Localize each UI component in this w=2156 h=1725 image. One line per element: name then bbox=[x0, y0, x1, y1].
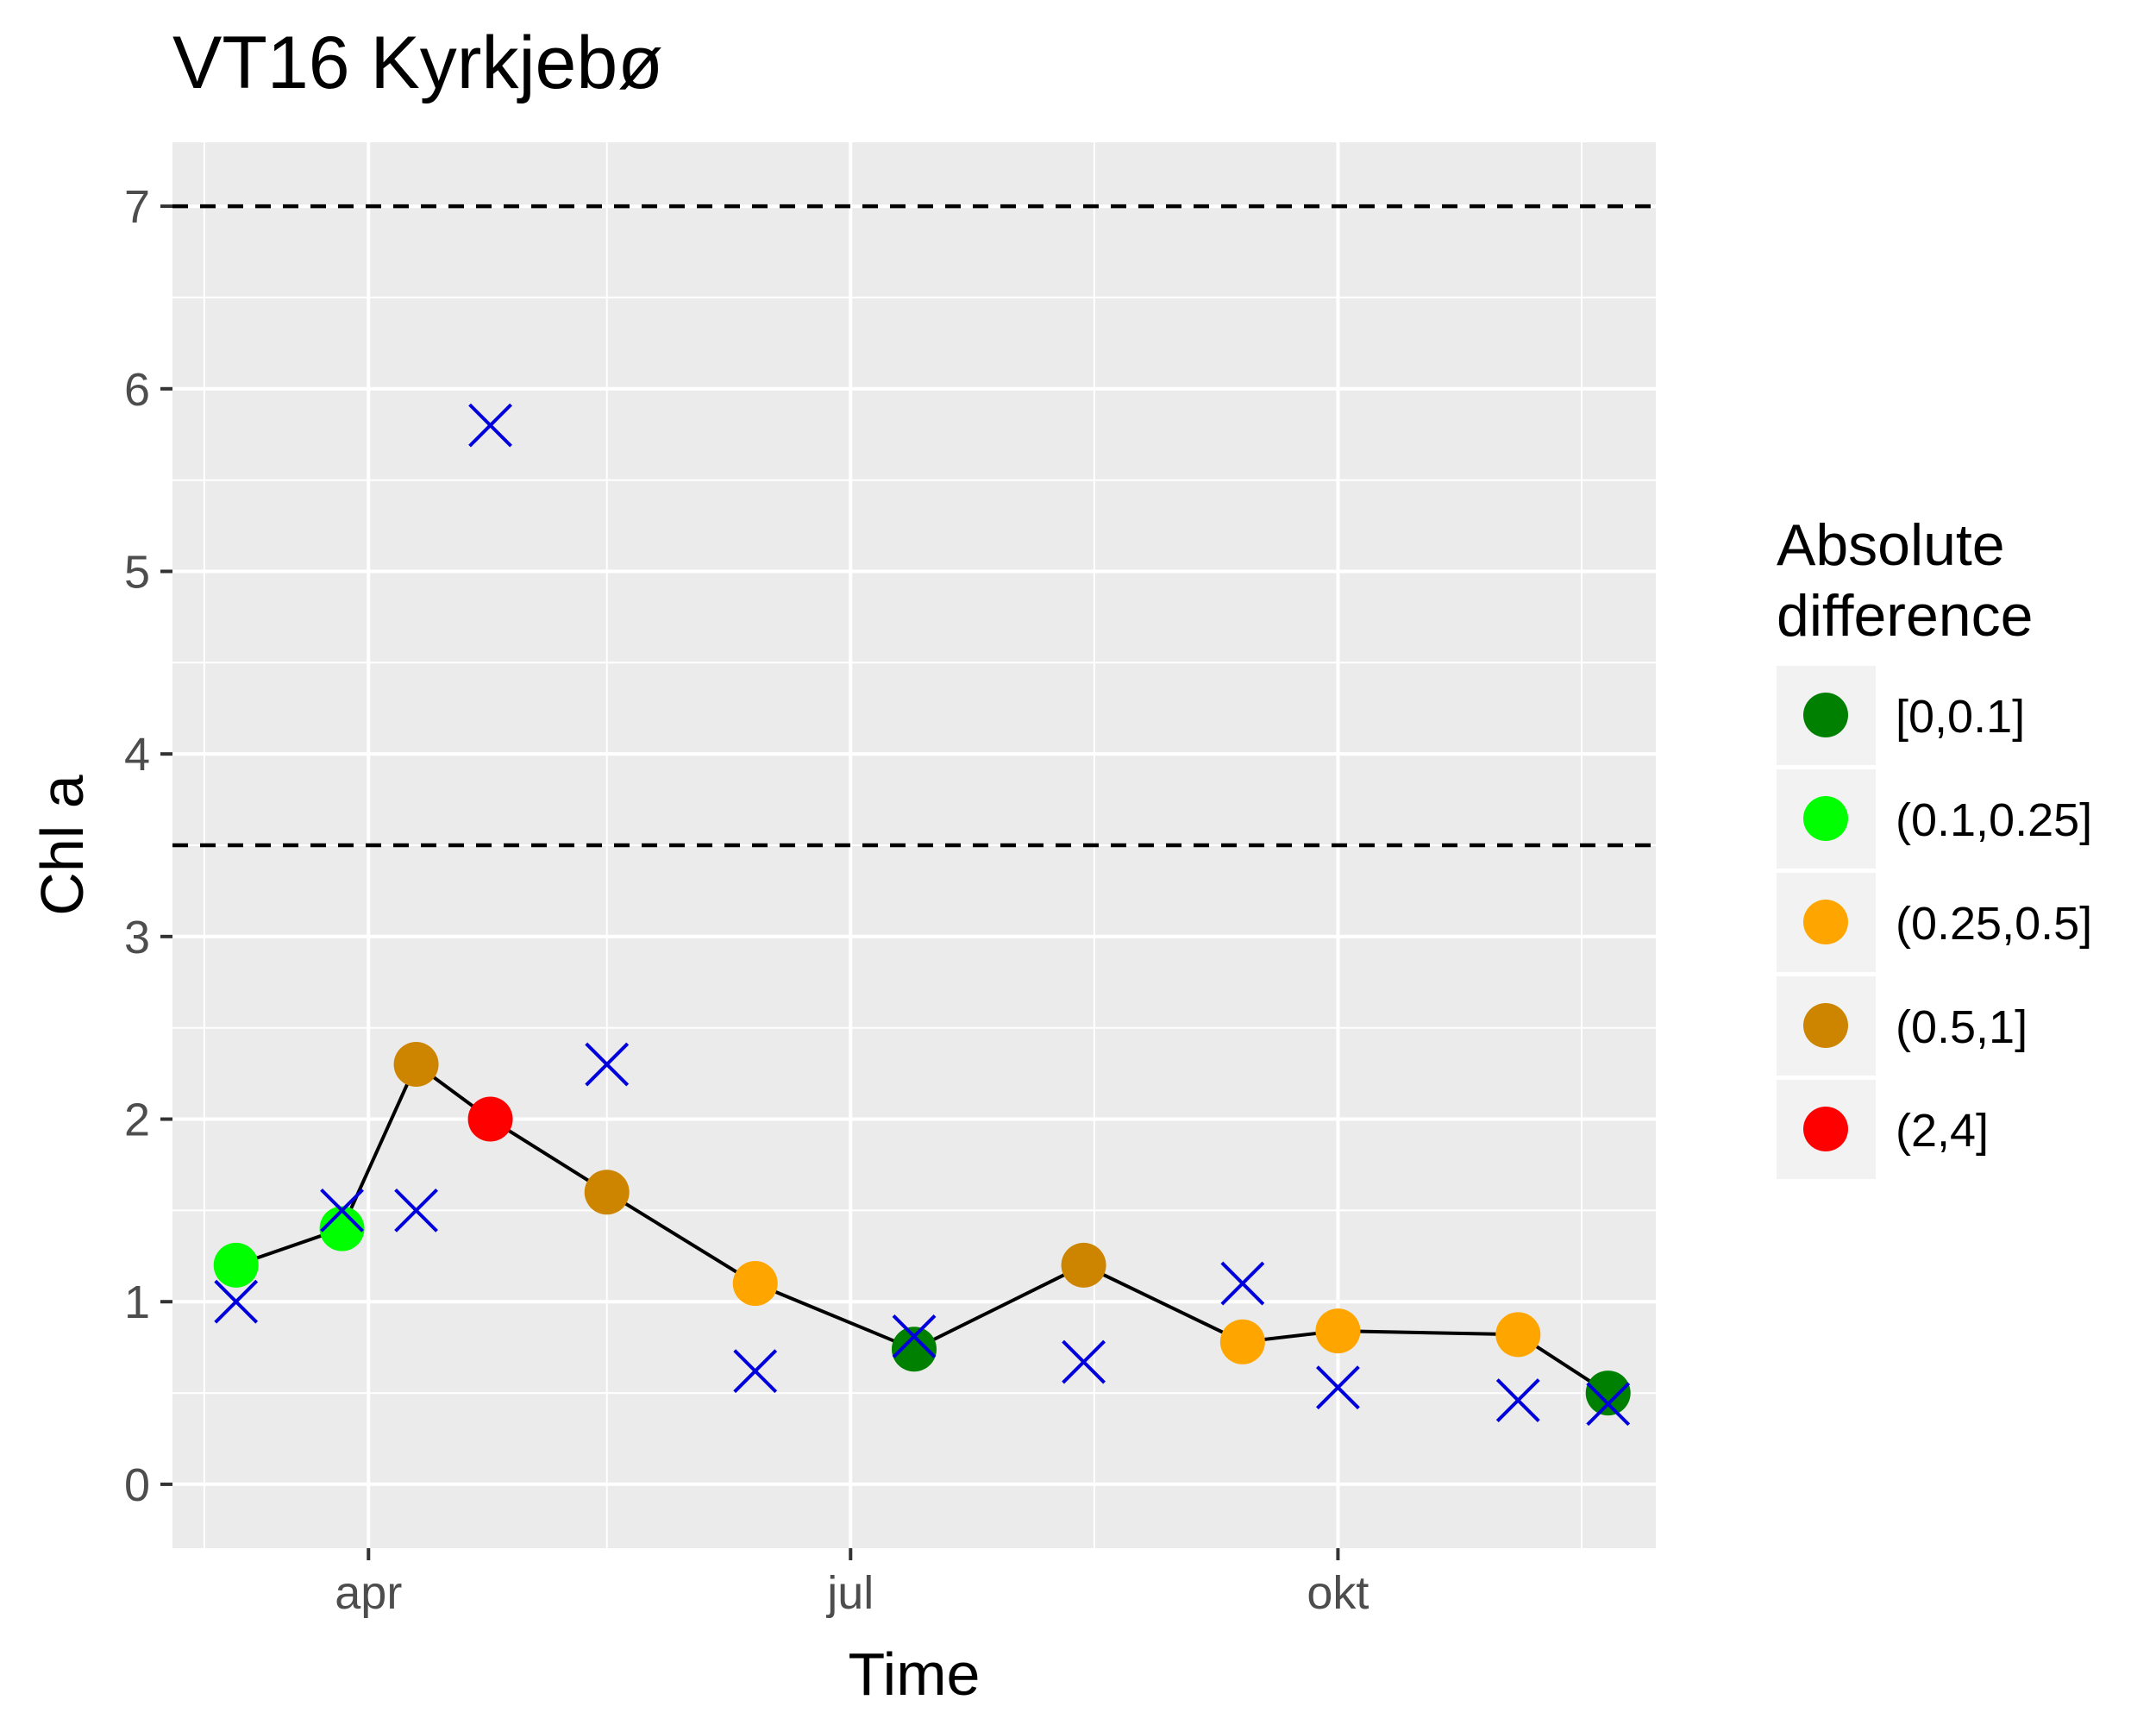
legend-label: (0.5,1] bbox=[1896, 1001, 2028, 1053]
data-point bbox=[319, 1206, 365, 1251]
y-tick-label: 6 bbox=[124, 364, 150, 416]
legend-title: Absolute bbox=[1777, 512, 2005, 578]
x-axis-tick-labels: apr jul okt bbox=[335, 1567, 1369, 1619]
cross-point bbox=[1495, 1378, 1540, 1422]
y-tick-label: 4 bbox=[124, 729, 150, 781]
legend-label: (0.25,0.5] bbox=[1896, 898, 2092, 950]
series-line bbox=[235, 1061, 1609, 1395]
legend-title: difference bbox=[1777, 583, 2033, 649]
cross-point bbox=[733, 1349, 778, 1394]
data-point bbox=[1061, 1242, 1106, 1288]
x-tick-label: jul bbox=[825, 1567, 874, 1619]
comparison-crosses bbox=[214, 403, 1631, 1427]
data-point bbox=[732, 1261, 778, 1307]
data-point bbox=[1585, 1371, 1631, 1416]
y-tick-label: 1 bbox=[124, 1276, 150, 1328]
data-point bbox=[584, 1170, 630, 1215]
cross-point bbox=[892, 1314, 937, 1358]
legend-swatch bbox=[1803, 900, 1848, 944]
data-point bbox=[892, 1327, 937, 1372]
y-tick-label: 3 bbox=[124, 912, 150, 963]
data-point bbox=[393, 1042, 439, 1088]
observation-line bbox=[235, 1061, 1609, 1395]
data-point bbox=[1495, 1312, 1541, 1358]
axis-ticks bbox=[160, 204, 1340, 1560]
y-axis-title: Chl a bbox=[28, 775, 96, 915]
x-axis-title: Time bbox=[849, 1640, 981, 1708]
cross-point bbox=[1316, 1365, 1360, 1410]
cross-point bbox=[394, 1188, 438, 1233]
legend-swatch bbox=[1803, 1003, 1848, 1048]
legend-label: (2,4] bbox=[1896, 1105, 1989, 1157]
cross-point bbox=[1062, 1339, 1106, 1384]
y-tick-label: 0 bbox=[124, 1459, 150, 1511]
cross-point bbox=[1220, 1261, 1265, 1306]
data-point bbox=[213, 1242, 259, 1288]
y-tick-label: 5 bbox=[124, 546, 150, 598]
legend-label: [0,0.1] bbox=[1896, 691, 2025, 743]
legend-swatch bbox=[1803, 796, 1848, 841]
legend-swatch bbox=[1803, 693, 1848, 737]
cross-point bbox=[214, 1279, 259, 1324]
data-point bbox=[467, 1096, 513, 1142]
y-axis-tick-labels: 0 1 2 3 4 5 6 7 bbox=[124, 181, 150, 1511]
x-tick-label: apr bbox=[335, 1567, 402, 1619]
data-point bbox=[1315, 1308, 1361, 1354]
y-tick-label: 2 bbox=[124, 1095, 150, 1146]
chart-title: VT16 Kyrkjebø bbox=[172, 22, 663, 104]
legend-label: (0.1,0.25] bbox=[1896, 794, 2092, 846]
cross-point bbox=[585, 1042, 630, 1087]
x-tick-label: okt bbox=[1307, 1567, 1369, 1619]
observation-points bbox=[213, 1042, 1631, 1416]
cross-point bbox=[320, 1188, 364, 1233]
legend-swatch bbox=[1803, 1107, 1848, 1151]
cross-point bbox=[1586, 1382, 1631, 1427]
data-point bbox=[1219, 1319, 1265, 1364]
cross-point bbox=[468, 403, 512, 448]
y-tick-label: 7 bbox=[124, 181, 150, 233]
